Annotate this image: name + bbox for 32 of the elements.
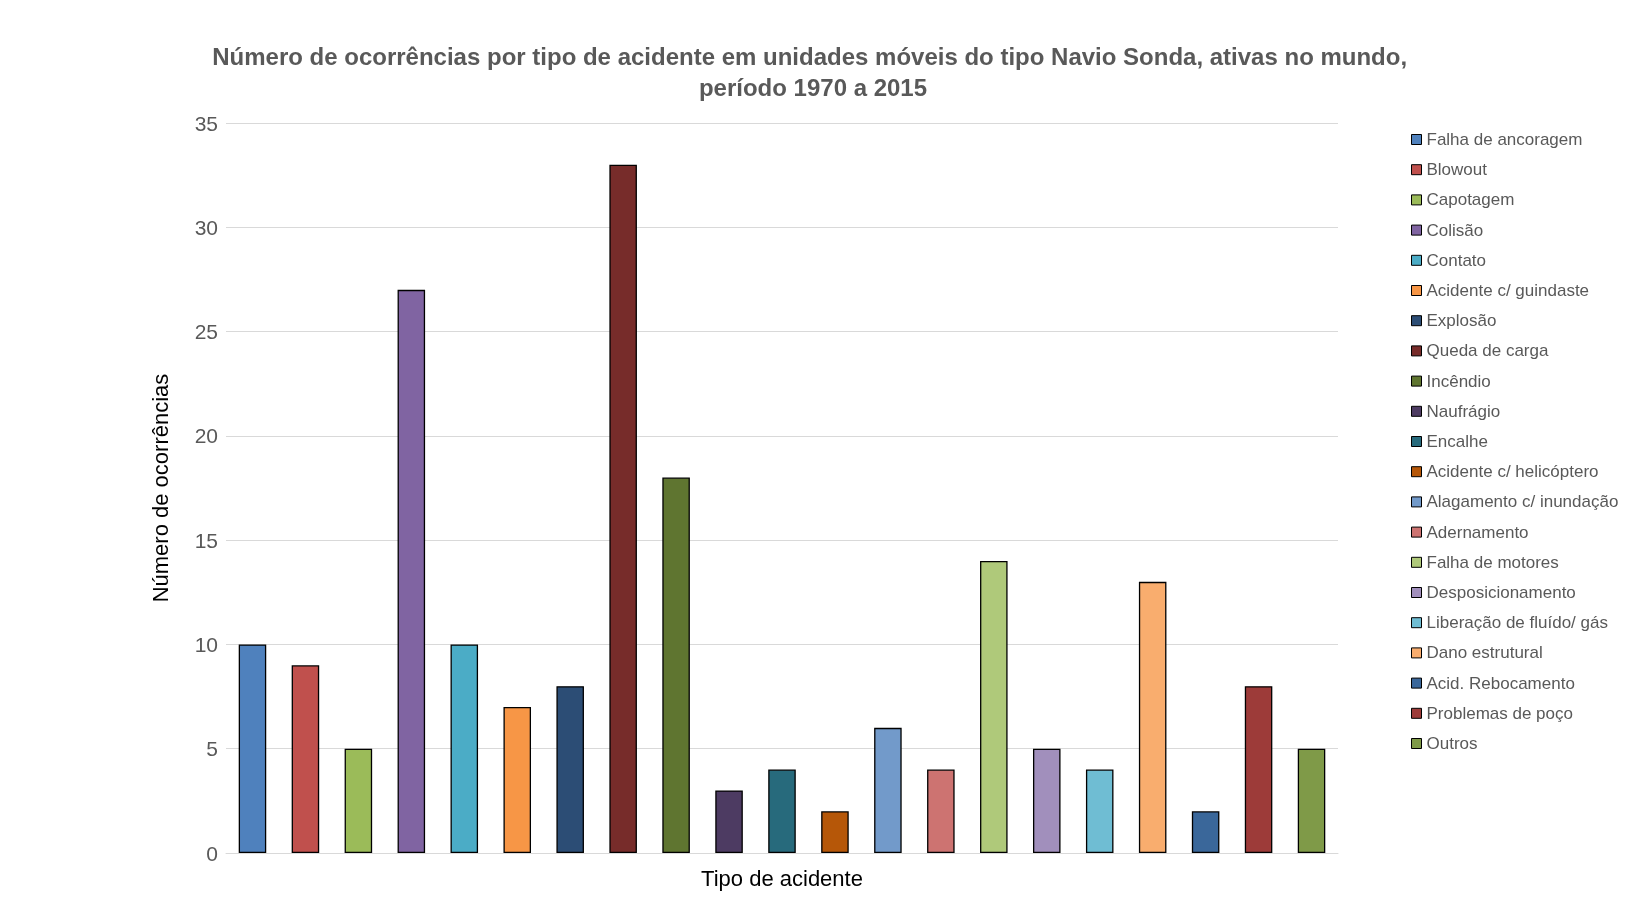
- y-tick-label: 5: [206, 737, 218, 761]
- legend-label: Problemas de poço: [1426, 703, 1573, 723]
- legend-label: Alagamento c/ inundação: [1426, 492, 1619, 512]
- legend-label: Naufrágio: [1426, 401, 1501, 421]
- legend-label: Falha de ancoragem: [1426, 130, 1583, 149]
- y-tick-label: 0: [206, 841, 218, 865]
- y-tick-label: 25: [194, 320, 218, 344]
- legend-label: Liberação de fluído/ gás: [1426, 613, 1608, 633]
- y-tick-label: 20: [194, 424, 218, 448]
- legend-label: Adernamento: [1426, 522, 1529, 542]
- legend-label: Queda de carga: [1426, 341, 1549, 361]
- y-tick-label: 15: [194, 528, 218, 552]
- legend-label: Acid. Rebocamento: [1426, 673, 1575, 693]
- legend-label: Falha de motores: [1426, 552, 1559, 572]
- legend-label: Dano estrutural: [1426, 643, 1543, 663]
- chart-title: Número de ocorrências por tipo de acidente em unidades móveis do tipo Navio Sonda, ativas no mundo, período 1970 a 2015: [212, 43, 1414, 101]
- legend-label: Explosão: [1426, 311, 1497, 331]
- y-tick-label: 10: [194, 632, 218, 656]
- y-tick-label: 30: [194, 215, 218, 239]
- legend-label: Acidente c/ guindaste: [1426, 281, 1590, 300]
- legend-label: Acidente c/ helicóptero: [1426, 462, 1599, 482]
- legend-label: Outros: [1426, 734, 1478, 753]
- legend-label: Encalhe: [1426, 432, 1488, 451]
- legend-label: Incêndio: [1426, 371, 1491, 391]
- legend-label: Colisão: [1426, 220, 1484, 240]
- legend-label: Desposicionamento: [1426, 583, 1576, 602]
- y-axis-title: Número de ocorrências: [147, 373, 173, 603]
- legend-label: Capotagem: [1426, 190, 1515, 210]
- y-tick-label: 35: [194, 111, 218, 135]
- x-axis-title: Tipo de acidente: [701, 865, 863, 891]
- legend-label: Blowout: [1426, 160, 1488, 180]
- legend-label: Contato: [1426, 250, 1487, 270]
